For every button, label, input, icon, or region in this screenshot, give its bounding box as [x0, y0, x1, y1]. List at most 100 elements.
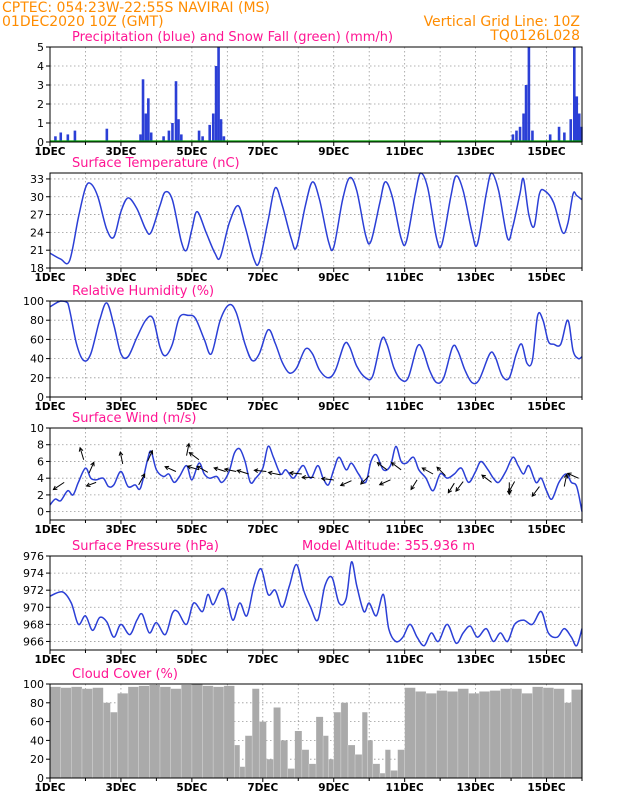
wind-arrow [379, 479, 391, 486]
temperature-ytick-label: 30 [30, 191, 44, 204]
precip-bar [214, 66, 218, 142]
wind-xtick-label: 3DEC [105, 524, 136, 536]
precip-title: Precipitation (blue) and Snow Fall (gree… [72, 30, 393, 45]
wind-arrow-head [566, 472, 572, 477]
precip-bar [177, 119, 180, 142]
temperature-ytick-label: 24 [30, 226, 44, 239]
wind-arrow [164, 466, 177, 472]
precip-bar [197, 130, 201, 142]
humidity-ytick-label: 20 [30, 372, 44, 385]
precip-bar [139, 134, 142, 142]
wind-xtick-label: 1DEC [35, 524, 66, 536]
wind-arrow-head [141, 473, 146, 479]
precip-bar [531, 130, 534, 142]
wind-arrow-head [223, 467, 229, 473]
cloud-xtick-label: 7DEC [247, 782, 278, 794]
wind-arrow-head [506, 490, 512, 496]
precip-bar [105, 128, 109, 142]
wind-arrow-head [164, 465, 170, 471]
cloud-xtick-label: 11DEC [386, 782, 425, 794]
wind-arrow-head [118, 450, 124, 456]
temperature-xtick-label: 5DEC [176, 272, 207, 284]
precip-bar [511, 134, 515, 142]
precip-ytick-label: 4 [37, 60, 44, 73]
wind-ytick-label: 8 [37, 439, 44, 452]
wind-xtick-label: 11DEC [386, 524, 425, 536]
humidity-xtick-label: 1DEC [35, 401, 66, 413]
wind-ytick-label: 10 [30, 422, 44, 435]
precip-bar [572, 47, 576, 142]
wind-arrow [447, 482, 455, 494]
pressure-xtick-label: 15DEC [527, 654, 566, 666]
precip-xtick-label: 7DEC [247, 146, 278, 158]
wind-arrow [237, 469, 249, 475]
precip-bar [180, 134, 183, 142]
wind-arrow-head [90, 461, 95, 467]
precip-bar [59, 132, 63, 142]
wind-arrow [481, 474, 492, 483]
precip-bar [518, 126, 522, 142]
wind-frame [49, 427, 583, 521]
cloud-xtick-label: 15DEC [527, 782, 566, 794]
wind-arrow-head [196, 465, 202, 470]
cloud-ytick-label: 60 [30, 716, 44, 729]
wind-arrow [88, 462, 95, 474]
wind-xtick-label: 15DEC [527, 524, 566, 536]
wind-arrow [119, 451, 124, 465]
precip-bar [580, 126, 583, 142]
wind-ytick-label: 2 [37, 489, 44, 502]
wind-ytick-label: 6 [37, 455, 44, 468]
precip-bar [149, 132, 153, 142]
pressure-ytick-label: 970 [23, 601, 44, 614]
wind-arrow-head [447, 488, 453, 494]
header-left-line1: CPTEC: 054:23W-22:55S NAVIRAI (MS) [2, 0, 270, 16]
wind-arrow-head [339, 482, 345, 487]
wind-arrow-head [52, 485, 58, 491]
humidity-ytick-label: 40 [30, 353, 44, 366]
wind-arrow [436, 466, 446, 477]
pressure-ytick-label: 966 [23, 635, 44, 648]
precip-bar [73, 130, 77, 142]
humidity-xtick-label: 7DEC [247, 401, 278, 413]
precip-bar [167, 130, 171, 142]
wind-line [49, 445, 583, 512]
temperature-xtick-label: 9DEC [318, 272, 349, 284]
wind-arrow-head [531, 492, 537, 497]
temperature-frame [49, 172, 583, 269]
temperature-line [49, 172, 583, 267]
precip-bar [174, 81, 178, 142]
wind-arrow-head [78, 446, 84, 452]
wind-arrow [147, 450, 153, 462]
pressure-xtick-label: 7DEC [247, 654, 278, 666]
wind-arrow [567, 472, 579, 479]
temperature-ytick-label: 18 [30, 262, 44, 275]
wind-arrow [508, 481, 516, 493]
humidity-xtick-label: 3DEC [105, 401, 136, 413]
precip-bar [141, 79, 145, 142]
precip-bar [577, 113, 581, 142]
precip-ytick-label: 5 [37, 41, 44, 54]
wind-arrow [86, 481, 97, 487]
humidity-xtick-label: 9DEC [318, 401, 349, 413]
precip-ytick-label: 1 [37, 117, 44, 130]
humidity-ytick-label: 60 [30, 333, 44, 346]
wind-arrow [189, 452, 200, 461]
cloud-ytick-label: 20 [30, 753, 44, 766]
precip-bar [144, 113, 148, 142]
wind-arrow-head [267, 470, 273, 476]
humidity-ytick-label: 80 [30, 314, 44, 327]
precip-bar [527, 47, 531, 142]
temperature-xtick-label: 11DEC [386, 272, 425, 284]
header-right-line1: Vertical Grid Line: 10Z [423, 14, 580, 30]
cloud-ytick-label: 0 [37, 772, 44, 785]
precip-bar [522, 113, 525, 142]
wind-arrow-head [421, 467, 427, 472]
cloud-title: Cloud Cover (%) [72, 667, 178, 682]
precip-bar [575, 96, 579, 142]
precip-bar [515, 130, 518, 142]
precip-xtick-label: 1DEC [35, 146, 66, 158]
wind-arrow-head [288, 470, 294, 476]
temperature-xtick-label: 1DEC [35, 272, 66, 284]
wind-arrow-head [253, 468, 259, 473]
pressure-xtick-label: 11DEC [386, 654, 425, 666]
